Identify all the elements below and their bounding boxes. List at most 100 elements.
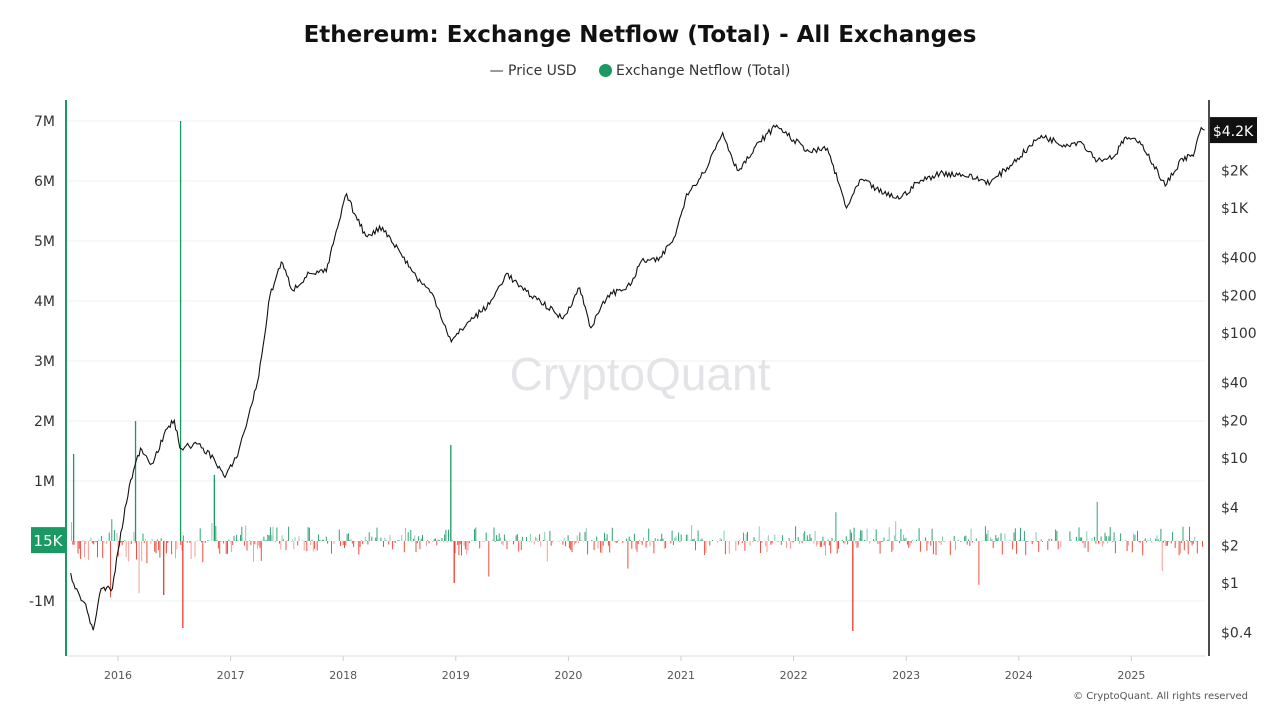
netflow-bar bbox=[392, 541, 394, 550]
netflow-bar bbox=[801, 541, 803, 544]
netflow-bar bbox=[580, 540, 582, 541]
netflow-bar bbox=[809, 534, 811, 541]
legend-price[interactable]: — Price USD bbox=[489, 63, 577, 79]
netflow-bar bbox=[307, 527, 309, 541]
netflow-bar bbox=[1096, 501, 1098, 541]
netflow-bar bbox=[314, 541, 316, 549]
netflow-bar bbox=[596, 536, 598, 541]
netflow-bar bbox=[436, 541, 438, 546]
netflow-bar bbox=[80, 541, 82, 559]
netflow-bar bbox=[1057, 541, 1059, 550]
netflow-bar bbox=[1186, 539, 1188, 541]
netflow-bar bbox=[888, 527, 890, 541]
netflow-bar bbox=[836, 541, 838, 554]
netflow-bar bbox=[739, 540, 741, 541]
netflow-bar bbox=[841, 540, 843, 541]
netflow-spike bbox=[163, 541, 165, 595]
right-tick-label: $400 bbox=[1221, 251, 1257, 267]
netflow-bar bbox=[1109, 527, 1111, 541]
netflow-bar bbox=[925, 537, 927, 541]
left-tick-label: 2M bbox=[34, 414, 55, 430]
netflow-bar bbox=[142, 533, 144, 541]
chart-title: Ethereum: Exchange Netflow (Total) - All… bbox=[303, 22, 977, 48]
netflow-bar bbox=[693, 538, 695, 541]
netflow-bar bbox=[1018, 539, 1020, 541]
netflow-bar bbox=[359, 541, 361, 547]
netflow-bar bbox=[1086, 531, 1088, 541]
netflow-bar bbox=[207, 540, 209, 541]
legend: — Price USD Exchange Netflow (Total) bbox=[0, 63, 1280, 79]
netflow-bar bbox=[847, 541, 849, 545]
netflow-bar bbox=[82, 540, 84, 541]
netflow-bar bbox=[639, 539, 641, 541]
netflow-bar bbox=[279, 541, 280, 544]
netflow-bar bbox=[788, 538, 790, 541]
netflow-bar bbox=[805, 540, 807, 541]
netflow-bar bbox=[1143, 540, 1145, 541]
netflow-bar bbox=[575, 541, 577, 544]
netflow-bar bbox=[1036, 541, 1038, 542]
netflow-bar bbox=[266, 540, 267, 541]
netflow-bar bbox=[830, 541, 832, 554]
netflow-bar bbox=[237, 539, 239, 541]
netflow-bar bbox=[630, 539, 631, 541]
netflow-bar bbox=[570, 541, 572, 551]
netflow-bar bbox=[103, 541, 105, 543]
netflow-bar bbox=[1196, 541, 1198, 554]
netflow-bar bbox=[350, 538, 352, 541]
netflow-bar bbox=[792, 541, 794, 543]
netflow-bar bbox=[1181, 541, 1183, 544]
netflow-bar bbox=[605, 538, 607, 541]
netflow-bar bbox=[500, 537, 501, 541]
netflow-bar bbox=[73, 541, 75, 545]
netflow-bar bbox=[1104, 532, 1106, 541]
netflow-bar bbox=[617, 541, 618, 543]
netflow-bar bbox=[236, 534, 238, 541]
netflow-bar bbox=[828, 541, 830, 546]
netflow-bar bbox=[175, 541, 176, 559]
netflow-bar bbox=[228, 539, 230, 541]
netflow-bar bbox=[761, 541, 763, 543]
netflow-bar bbox=[813, 541, 815, 544]
netflow-spike bbox=[453, 541, 455, 583]
netflow-bar bbox=[996, 538, 998, 541]
netflow-bar bbox=[609, 541, 611, 553]
netflow-bar bbox=[652, 541, 654, 542]
netflow-bar bbox=[1094, 536, 1096, 541]
netflow-bar bbox=[1120, 533, 1122, 541]
right-tick-label: $10 bbox=[1221, 451, 1248, 467]
netflow-bar bbox=[276, 527, 278, 541]
netflow-bar bbox=[940, 541, 942, 546]
netflow-bar bbox=[282, 539, 284, 541]
netflow-bar bbox=[643, 537, 644, 541]
netflow-bar bbox=[143, 541, 145, 543]
netflow-bar bbox=[744, 541, 746, 551]
netflow-bar bbox=[376, 527, 378, 541]
legend-netflow[interactable]: Exchange Netflow (Total) bbox=[616, 63, 791, 79]
netflow-bar bbox=[454, 541, 456, 554]
netflow-bar bbox=[680, 534, 682, 541]
netflow-bar bbox=[679, 541, 681, 543]
netflow-bar bbox=[199, 528, 201, 541]
netflow-bar bbox=[1168, 541, 1170, 542]
netflow-bar bbox=[918, 528, 920, 541]
netflow-bar bbox=[968, 539, 969, 541]
netflow-spike bbox=[179, 121, 182, 541]
netflow-bar bbox=[333, 541, 335, 544]
netflow-bar bbox=[441, 538, 443, 541]
netflow-bar bbox=[1172, 531, 1174, 541]
netflow-bar bbox=[994, 541, 995, 542]
netflow-bar bbox=[464, 541, 466, 550]
netflow-bar bbox=[275, 541, 277, 542]
netflow-bar bbox=[672, 541, 674, 545]
netflow-bar bbox=[319, 539, 321, 541]
netflow-bar bbox=[648, 528, 650, 541]
netflow-bar bbox=[771, 541, 773, 544]
netflow-bar bbox=[498, 533, 500, 541]
x-tick-label: 2022 bbox=[780, 669, 808, 682]
netflow-bar bbox=[766, 541, 768, 553]
netflow-bar bbox=[780, 541, 782, 545]
netflow-bar bbox=[394, 541, 396, 543]
netflow-bar bbox=[705, 541, 707, 553]
netflow-bar bbox=[1108, 536, 1110, 541]
